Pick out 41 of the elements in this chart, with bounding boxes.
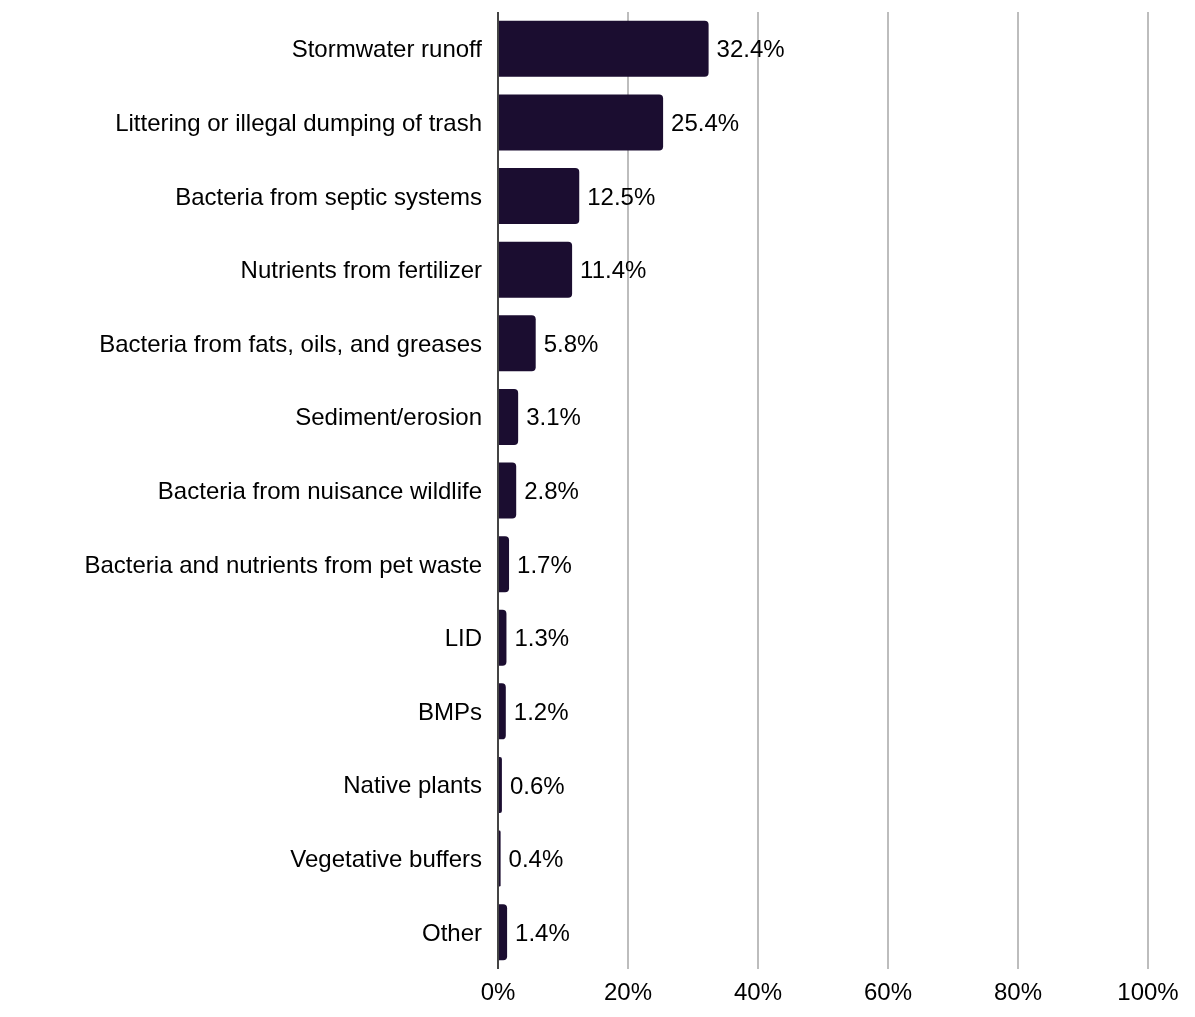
bar [498,315,536,372]
data-label: 5.8% [543,329,599,357]
data-label: 1.3% [514,624,570,652]
y-tick-label: Littering or illegal dumping of trash [115,108,482,136]
y-tick-label: Vegetative buffers [290,845,482,873]
x-tick-label: 80% [993,978,1043,1006]
data-label: 1.4% [515,918,570,946]
data-label: 0.4% [508,845,564,873]
y-tick-label: LID [444,624,482,652]
y-tick-label: Stormwater runoff [291,35,483,63]
y-tick-label: Bacteria from septic systems [175,182,482,210]
data-label: 12.5% [587,182,656,210]
bar [498,241,573,298]
bar [498,168,580,225]
data-label: 3.1% [526,403,581,431]
bar [498,20,709,77]
data-label: 11.4% [580,256,647,284]
y-tick-label: Bacteria from fats, oils, and greases [99,329,482,357]
bar [498,462,517,519]
bar [498,536,510,593]
data-label: 1.7% [517,550,572,578]
y-tick-label: Bacteria from nuisance wildlife [157,477,482,505]
y-tick-label: BMPs [417,697,482,725]
x-tick-label: 40% [733,978,783,1006]
y-tick-label: Sediment/erosion [295,403,482,431]
bar [498,388,519,445]
data-label: 0.6% [509,771,565,799]
data-label: 1.2% [513,697,569,725]
y-tick-label: Nutrients from fertilizer [240,256,482,284]
data-label: 2.8% [524,477,579,505]
x-tick-label: 100% [1117,978,1179,1006]
bar [498,94,664,151]
data-label: 32.4% [716,35,785,63]
y-tick-label: Native plants [343,771,482,799]
x-tick-label: 60% [863,978,913,1006]
data-label: 25.4% [671,108,740,136]
x-tick-label: 20% [603,978,653,1006]
bar [498,683,506,740]
x-tick-label: 0% [480,978,516,1006]
y-tick-label: Bacteria and nutrients from pet waste [84,550,482,578]
y-tick-label: Other [421,918,482,946]
